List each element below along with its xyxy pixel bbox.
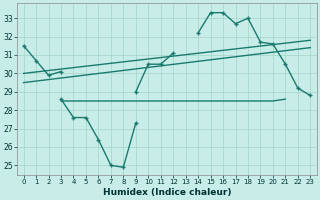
- X-axis label: Humidex (Indice chaleur): Humidex (Indice chaleur): [103, 188, 231, 197]
